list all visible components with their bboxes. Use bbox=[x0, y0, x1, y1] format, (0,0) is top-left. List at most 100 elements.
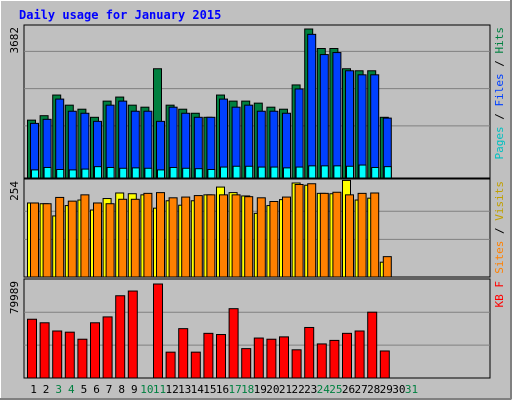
x-tick-label: 12 bbox=[165, 383, 178, 396]
bar-files bbox=[345, 70, 354, 179]
x-tick-label: 14 bbox=[191, 383, 205, 396]
bar-sites bbox=[370, 192, 380, 278]
x-axis-labels: 1 2 3 4 5 6 7 8 9 10 11 12 13 14 15 16 17 18 19 20 21 22 23 24 2… bbox=[30, 383, 418, 396]
x-tick-label: 3 bbox=[55, 383, 62, 396]
bar-kb-f bbox=[266, 338, 277, 379]
bar-kb-f bbox=[203, 332, 214, 379]
legend-separator: / bbox=[493, 107, 506, 127]
x-tick-label: 17 bbox=[228, 383, 241, 396]
bar-pages bbox=[283, 167, 291, 179]
bar-kb-f bbox=[241, 348, 252, 379]
x-tick-label: 10 bbox=[140, 383, 153, 396]
bar-pages bbox=[182, 167, 191, 179]
x-tick-label: 31 bbox=[405, 383, 418, 396]
bar-pages bbox=[320, 165, 329, 179]
bar-pages bbox=[220, 166, 228, 179]
bar-sites bbox=[332, 191, 342, 278]
panel-max-label: 3682 bbox=[8, 27, 21, 54]
bar-kb-f bbox=[228, 308, 239, 379]
bar-pages bbox=[81, 168, 90, 179]
bar-sites bbox=[156, 192, 165, 278]
bar-pages bbox=[358, 164, 367, 179]
bar-sites bbox=[168, 197, 178, 278]
bar-kb-f bbox=[190, 351, 201, 379]
bar-sites bbox=[294, 183, 304, 278]
bar-kb-f bbox=[316, 343, 327, 379]
bar-pages bbox=[346, 165, 354, 179]
x-tick-label: 9 bbox=[131, 383, 138, 396]
legend-entry: Pages bbox=[493, 126, 506, 159]
bar-pages bbox=[94, 166, 102, 179]
bar-pages bbox=[371, 166, 380, 179]
bar-kb-f bbox=[127, 290, 138, 379]
bar-files bbox=[319, 54, 329, 179]
x-tick-label: 26 bbox=[342, 383, 355, 396]
x-tick-label: 23 bbox=[304, 383, 317, 396]
bar-pages bbox=[43, 166, 52, 179]
bar-kb-f bbox=[77, 338, 88, 379]
bar-pages bbox=[270, 166, 279, 179]
panels-group: 3682 Pages / Files / Hits 254 Sites / Visit… bbox=[8, 24, 506, 379]
bar-pages bbox=[257, 166, 266, 179]
bar-sites bbox=[244, 196, 254, 278]
x-tick-label: 13 bbox=[178, 383, 191, 396]
panel-kbytes: 79989 KB F bbox=[8, 278, 506, 379]
bar-pages bbox=[308, 165, 317, 179]
panel-legend: KB F bbox=[493, 281, 506, 308]
bar-sites bbox=[269, 201, 279, 278]
bar-sites bbox=[143, 192, 153, 278]
bar-pages bbox=[295, 166, 304, 179]
bar-kb-f bbox=[354, 330, 365, 379]
bar-files bbox=[332, 52, 342, 179]
bar-kb-f bbox=[291, 349, 302, 379]
x-tick-label: 19 bbox=[254, 383, 267, 396]
x-tick-label: 20 bbox=[266, 383, 279, 396]
x-tick-label: 6 bbox=[93, 383, 100, 396]
bar-files bbox=[67, 110, 77, 179]
panel-legend: Sites / Visits bbox=[493, 181, 506, 274]
bar-files bbox=[118, 100, 128, 179]
bar-sites bbox=[93, 202, 102, 278]
x-tick-label: 11 bbox=[153, 383, 166, 396]
x-tick-label: 21 bbox=[279, 383, 292, 396]
chart-title: Daily usage for January 2015 bbox=[19, 8, 221, 22]
bar-sites bbox=[357, 192, 367, 278]
bar-sites bbox=[193, 195, 203, 278]
x-tick-label: 25 bbox=[329, 383, 342, 396]
bar-sites bbox=[206, 194, 216, 278]
bar-pages bbox=[119, 167, 128, 179]
bar-sites bbox=[319, 192, 329, 278]
bar-sites bbox=[80, 194, 90, 278]
x-tick-label: 18 bbox=[241, 383, 254, 396]
bar-kb-f bbox=[39, 322, 50, 379]
legend-entry: Sites bbox=[493, 241, 506, 274]
x-tick-label: 30 bbox=[392, 383, 405, 396]
bar-files bbox=[206, 116, 216, 179]
bar-sites bbox=[67, 200, 77, 278]
bar-pages bbox=[131, 167, 140, 179]
bar-sites bbox=[55, 196, 65, 278]
bar-kb-f bbox=[64, 331, 75, 379]
bar-files bbox=[219, 98, 228, 179]
bar-kb-f bbox=[102, 316, 113, 379]
bar-pages bbox=[194, 168, 203, 179]
x-tick-label: 22 bbox=[291, 383, 304, 396]
bar-kb-f bbox=[27, 318, 37, 379]
bar-sites bbox=[42, 203, 52, 278]
legend-separator: / bbox=[493, 54, 506, 74]
bar-sites bbox=[282, 196, 291, 278]
legend-entry: Hits bbox=[493, 27, 506, 54]
bar-files bbox=[80, 112, 90, 179]
bar-sites bbox=[219, 194, 228, 278]
bar-sites bbox=[307, 183, 317, 278]
legend-entry: Visits bbox=[493, 181, 506, 221]
bar-pages bbox=[207, 169, 216, 179]
x-tick-label: 29 bbox=[380, 383, 393, 396]
bar-sites bbox=[30, 202, 39, 278]
bar-pages bbox=[245, 165, 254, 179]
panel-hits_files_pages: 3682 Pages / Files / Hits bbox=[8, 24, 506, 179]
legend-entry: Files bbox=[493, 73, 506, 106]
bar-kb-f bbox=[379, 350, 390, 379]
